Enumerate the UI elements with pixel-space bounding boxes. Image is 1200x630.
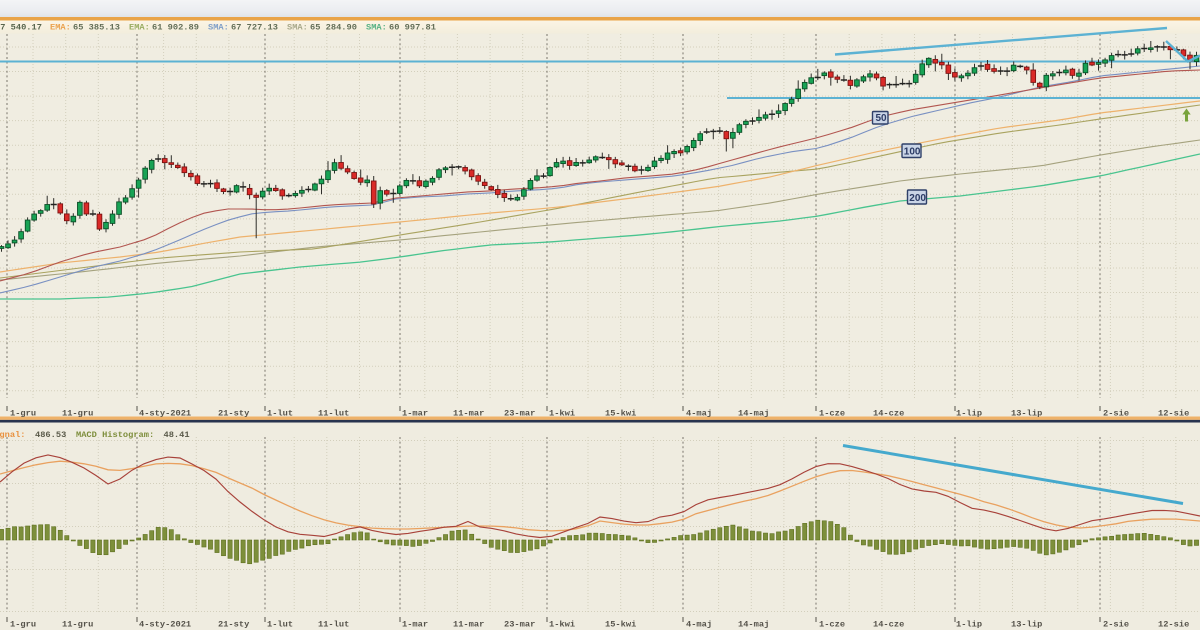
svg-text:1-lut: 1-lut bbox=[267, 408, 293, 418]
svg-text:4-sty-2021: 4-sty-2021 bbox=[139, 620, 191, 630]
svg-text:11-mar: 11-mar bbox=[453, 408, 484, 418]
svg-text:67 540.17: 67 540.17 bbox=[0, 23, 42, 33]
svg-text:13-lip: 13-lip bbox=[1011, 408, 1042, 418]
svg-text:61 902.89: 61 902.89 bbox=[152, 23, 199, 33]
svg-text:1-cze: 1-cze bbox=[819, 408, 845, 418]
svg-text:1-gru: 1-gru bbox=[10, 408, 36, 418]
svg-text:EMA:: EMA: bbox=[50, 23, 71, 33]
svg-text:200: 200 bbox=[909, 193, 926, 204]
svg-text:486.53: 486.53 bbox=[35, 430, 66, 440]
svg-text:65 385.13: 65 385.13 bbox=[73, 23, 120, 33]
svg-text:1-gru: 1-gru bbox=[10, 620, 36, 630]
svg-text:65 284.90: 65 284.90 bbox=[310, 23, 357, 33]
svg-text:15-kwi: 15-kwi bbox=[605, 408, 636, 418]
svg-text:SMA:: SMA: bbox=[208, 23, 229, 33]
svg-text:1-kwi: 1-kwi bbox=[549, 620, 575, 630]
svg-text:2-sie: 2-sie bbox=[1103, 408, 1129, 418]
svg-text:23-mar: 23-mar bbox=[504, 408, 535, 418]
svg-text:14-cze: 14-cze bbox=[873, 408, 904, 418]
svg-text:12-sie: 12-sie bbox=[1158, 620, 1189, 630]
svg-text:4-maj: 4-maj bbox=[686, 408, 712, 418]
svg-text:2-sie: 2-sie bbox=[1103, 620, 1129, 630]
svg-text:23-mar: 23-mar bbox=[504, 620, 535, 630]
svg-text:14-maj: 14-maj bbox=[738, 408, 769, 418]
svg-text:48.41: 48.41 bbox=[164, 430, 190, 440]
svg-text:50: 50 bbox=[876, 113, 888, 124]
svg-text:21-sty: 21-sty bbox=[218, 620, 250, 630]
svg-text:1-mar: 1-mar bbox=[402, 620, 428, 630]
svg-text:1-lip: 1-lip bbox=[956, 408, 982, 418]
svg-text:Signal:: Signal: bbox=[0, 430, 26, 440]
svg-text:12-sie: 12-sie bbox=[1158, 408, 1189, 418]
svg-text:4-maj: 4-maj bbox=[686, 620, 712, 630]
svg-text:4-sty-2021: 4-sty-2021 bbox=[139, 408, 191, 418]
svg-text:SMA:: SMA: bbox=[287, 23, 308, 33]
svg-text:13-lip: 13-lip bbox=[1011, 620, 1042, 630]
svg-text:1-lip: 1-lip bbox=[956, 620, 982, 630]
svg-text:SMA:: SMA: bbox=[366, 23, 387, 33]
svg-text:14-maj: 14-maj bbox=[738, 620, 769, 630]
svg-text:15-kwi: 15-kwi bbox=[605, 620, 636, 630]
svg-text:67 727.13: 67 727.13 bbox=[231, 23, 278, 33]
svg-text:11-mar: 11-mar bbox=[453, 620, 484, 630]
svg-text:1-cze: 1-cze bbox=[819, 620, 845, 630]
svg-text:60 997.81: 60 997.81 bbox=[389, 23, 436, 33]
svg-text:1-kwi: 1-kwi bbox=[549, 408, 575, 418]
svg-text:14-cze: 14-cze bbox=[873, 620, 904, 630]
svg-text:11-gru: 11-gru bbox=[62, 408, 93, 418]
svg-text:11-gru: 11-gru bbox=[62, 620, 93, 630]
svg-text:21-sty: 21-sty bbox=[218, 408, 250, 418]
svg-text:100: 100 bbox=[904, 147, 921, 158]
svg-text:11-lut: 11-lut bbox=[318, 408, 349, 418]
svg-text:1-lut: 1-lut bbox=[267, 620, 293, 630]
svg-text:1-mar: 1-mar bbox=[402, 408, 428, 418]
svg-text:MACD Histogram:: MACD Histogram: bbox=[76, 430, 154, 440]
svg-text:11-lut: 11-lut bbox=[318, 620, 349, 630]
svg-text:EMA:: EMA: bbox=[129, 23, 150, 33]
